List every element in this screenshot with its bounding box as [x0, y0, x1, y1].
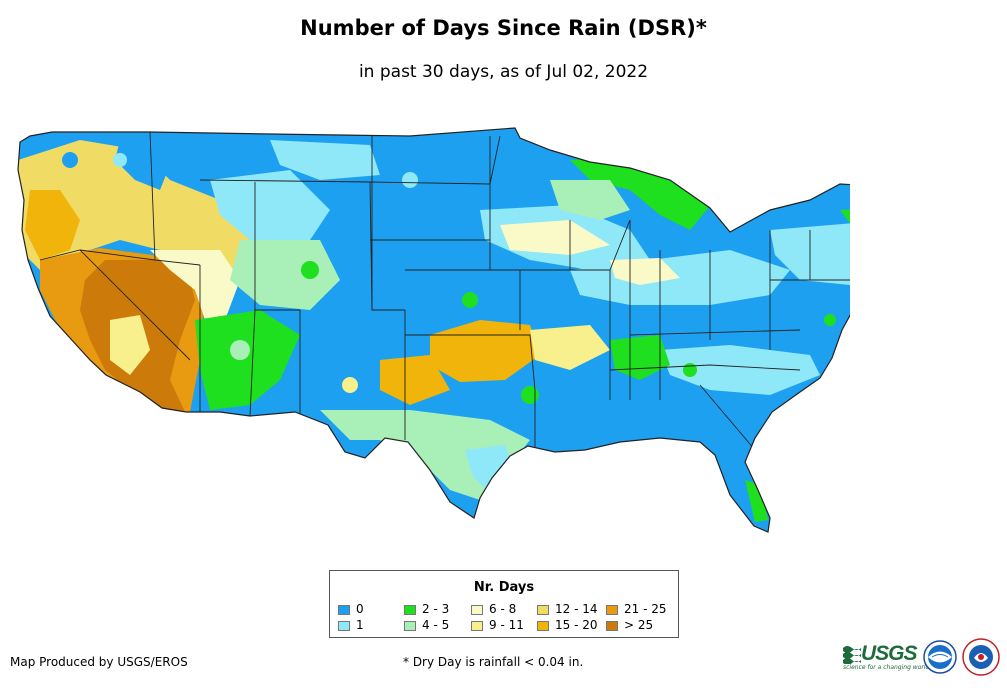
legend-item: > 25 — [606, 618, 653, 632]
usgs-wordmark: USGS — [861, 642, 918, 665]
legend-item: 0 — [338, 602, 364, 616]
legend-item: 21 - 25 — [606, 602, 667, 616]
speckle — [824, 314, 836, 326]
legend-label: 4 - 5 — [422, 618, 450, 632]
speckle — [301, 261, 319, 279]
region-sw-green — [195, 310, 300, 410]
region-co-green — [230, 240, 340, 310]
map-subtitle: in past 30 days, as of Jul 02, 2022 — [358, 62, 649, 82]
legend-label: 15 - 20 — [555, 618, 598, 632]
usgs-wave-icon — [843, 646, 861, 664]
legend-item: 9 - 11 — [471, 618, 524, 632]
noaa-logo-icon — [923, 640, 957, 674]
region-wy-light — [210, 170, 330, 240]
speckle — [113, 153, 127, 167]
legend-label: 0 — [356, 602, 364, 616]
region-west-dry — [18, 140, 260, 285]
state-boundaries — [39, 131, 850, 451]
region-idaho-wet — [115, 140, 170, 190]
region-ia-yellow — [500, 220, 610, 255]
legend-item: 4 - 5 — [404, 618, 449, 632]
speckle — [521, 386, 539, 404]
region-wi-light — [550, 180, 630, 220]
legend-label: 1 — [356, 618, 364, 632]
legend-swatch-6 — [537, 604, 549, 615]
legend-label: 2 - 3 — [422, 602, 450, 616]
legend-label: 9 - 11 — [489, 618, 524, 632]
speckle — [230, 340, 250, 360]
legend-swatch-7 — [537, 620, 549, 631]
region-ok-light — [530, 325, 610, 370]
usgs-tagline: science for a changing world — [843, 664, 930, 671]
region-utah-light — [150, 250, 240, 320]
legend-swatch-1 — [338, 620, 350, 631]
legend-swatch-3 — [404, 620, 416, 631]
region-mt-light — [270, 140, 380, 180]
region-ne-light — [770, 200, 850, 285]
region-yellow-patch — [110, 315, 150, 375]
legend-swatch-8 — [606, 604, 618, 615]
legend-swatch-4 — [471, 604, 483, 615]
legend-label: 21 - 25 — [624, 602, 667, 616]
region-tx-orange — [380, 355, 450, 405]
legend-label: > 25 — [624, 618, 654, 632]
us-dsr-map — [17, 127, 850, 533]
speckle — [342, 377, 358, 393]
legend: Nr. Days 0 1 2 - 3 4 - 5 6 - 8 9 - 11 12… — [329, 570, 679, 638]
region-se-light — [660, 345, 820, 395]
speckle — [462, 292, 478, 308]
region-ok-orange — [430, 320, 540, 382]
legend-item: 2 - 3 — [404, 602, 449, 616]
legend-item: 6 - 8 — [471, 602, 516, 616]
footnote-text: * Dry Day is rainfall < 0.04 in. — [403, 655, 584, 669]
legend-swatch-2 — [404, 604, 416, 615]
region-sc-texas — [465, 445, 515, 492]
legend-item: 15 - 20 — [537, 618, 598, 632]
region-fl-green — [745, 480, 768, 522]
region-nw-orange — [25, 190, 80, 260]
region-oh-yellow — [610, 258, 680, 285]
legend-swatch-0 — [338, 604, 350, 615]
legend-swatch-9 — [606, 620, 618, 631]
legend-label: 6 - 8 — [489, 602, 517, 616]
legend-swatch-5 — [471, 620, 483, 631]
nws-logo-icon — [962, 638, 1000, 676]
speckle — [62, 152, 78, 168]
legend-item: 1 — [338, 618, 364, 632]
speckle — [402, 172, 418, 188]
usgs-logo: USGS science for a changing world — [843, 640, 929, 674]
credit-text: Map Produced by USGS/EROS — [10, 655, 188, 669]
speckle — [683, 363, 697, 377]
legend-label: 12 - 14 — [555, 602, 598, 616]
legend-item: 12 - 14 — [537, 602, 598, 616]
map-title: Number of Days Since Rain (DSR)* — [300, 16, 707, 40]
region-se-green — [610, 335, 670, 380]
legend-title: Nr. Days — [473, 580, 535, 595]
